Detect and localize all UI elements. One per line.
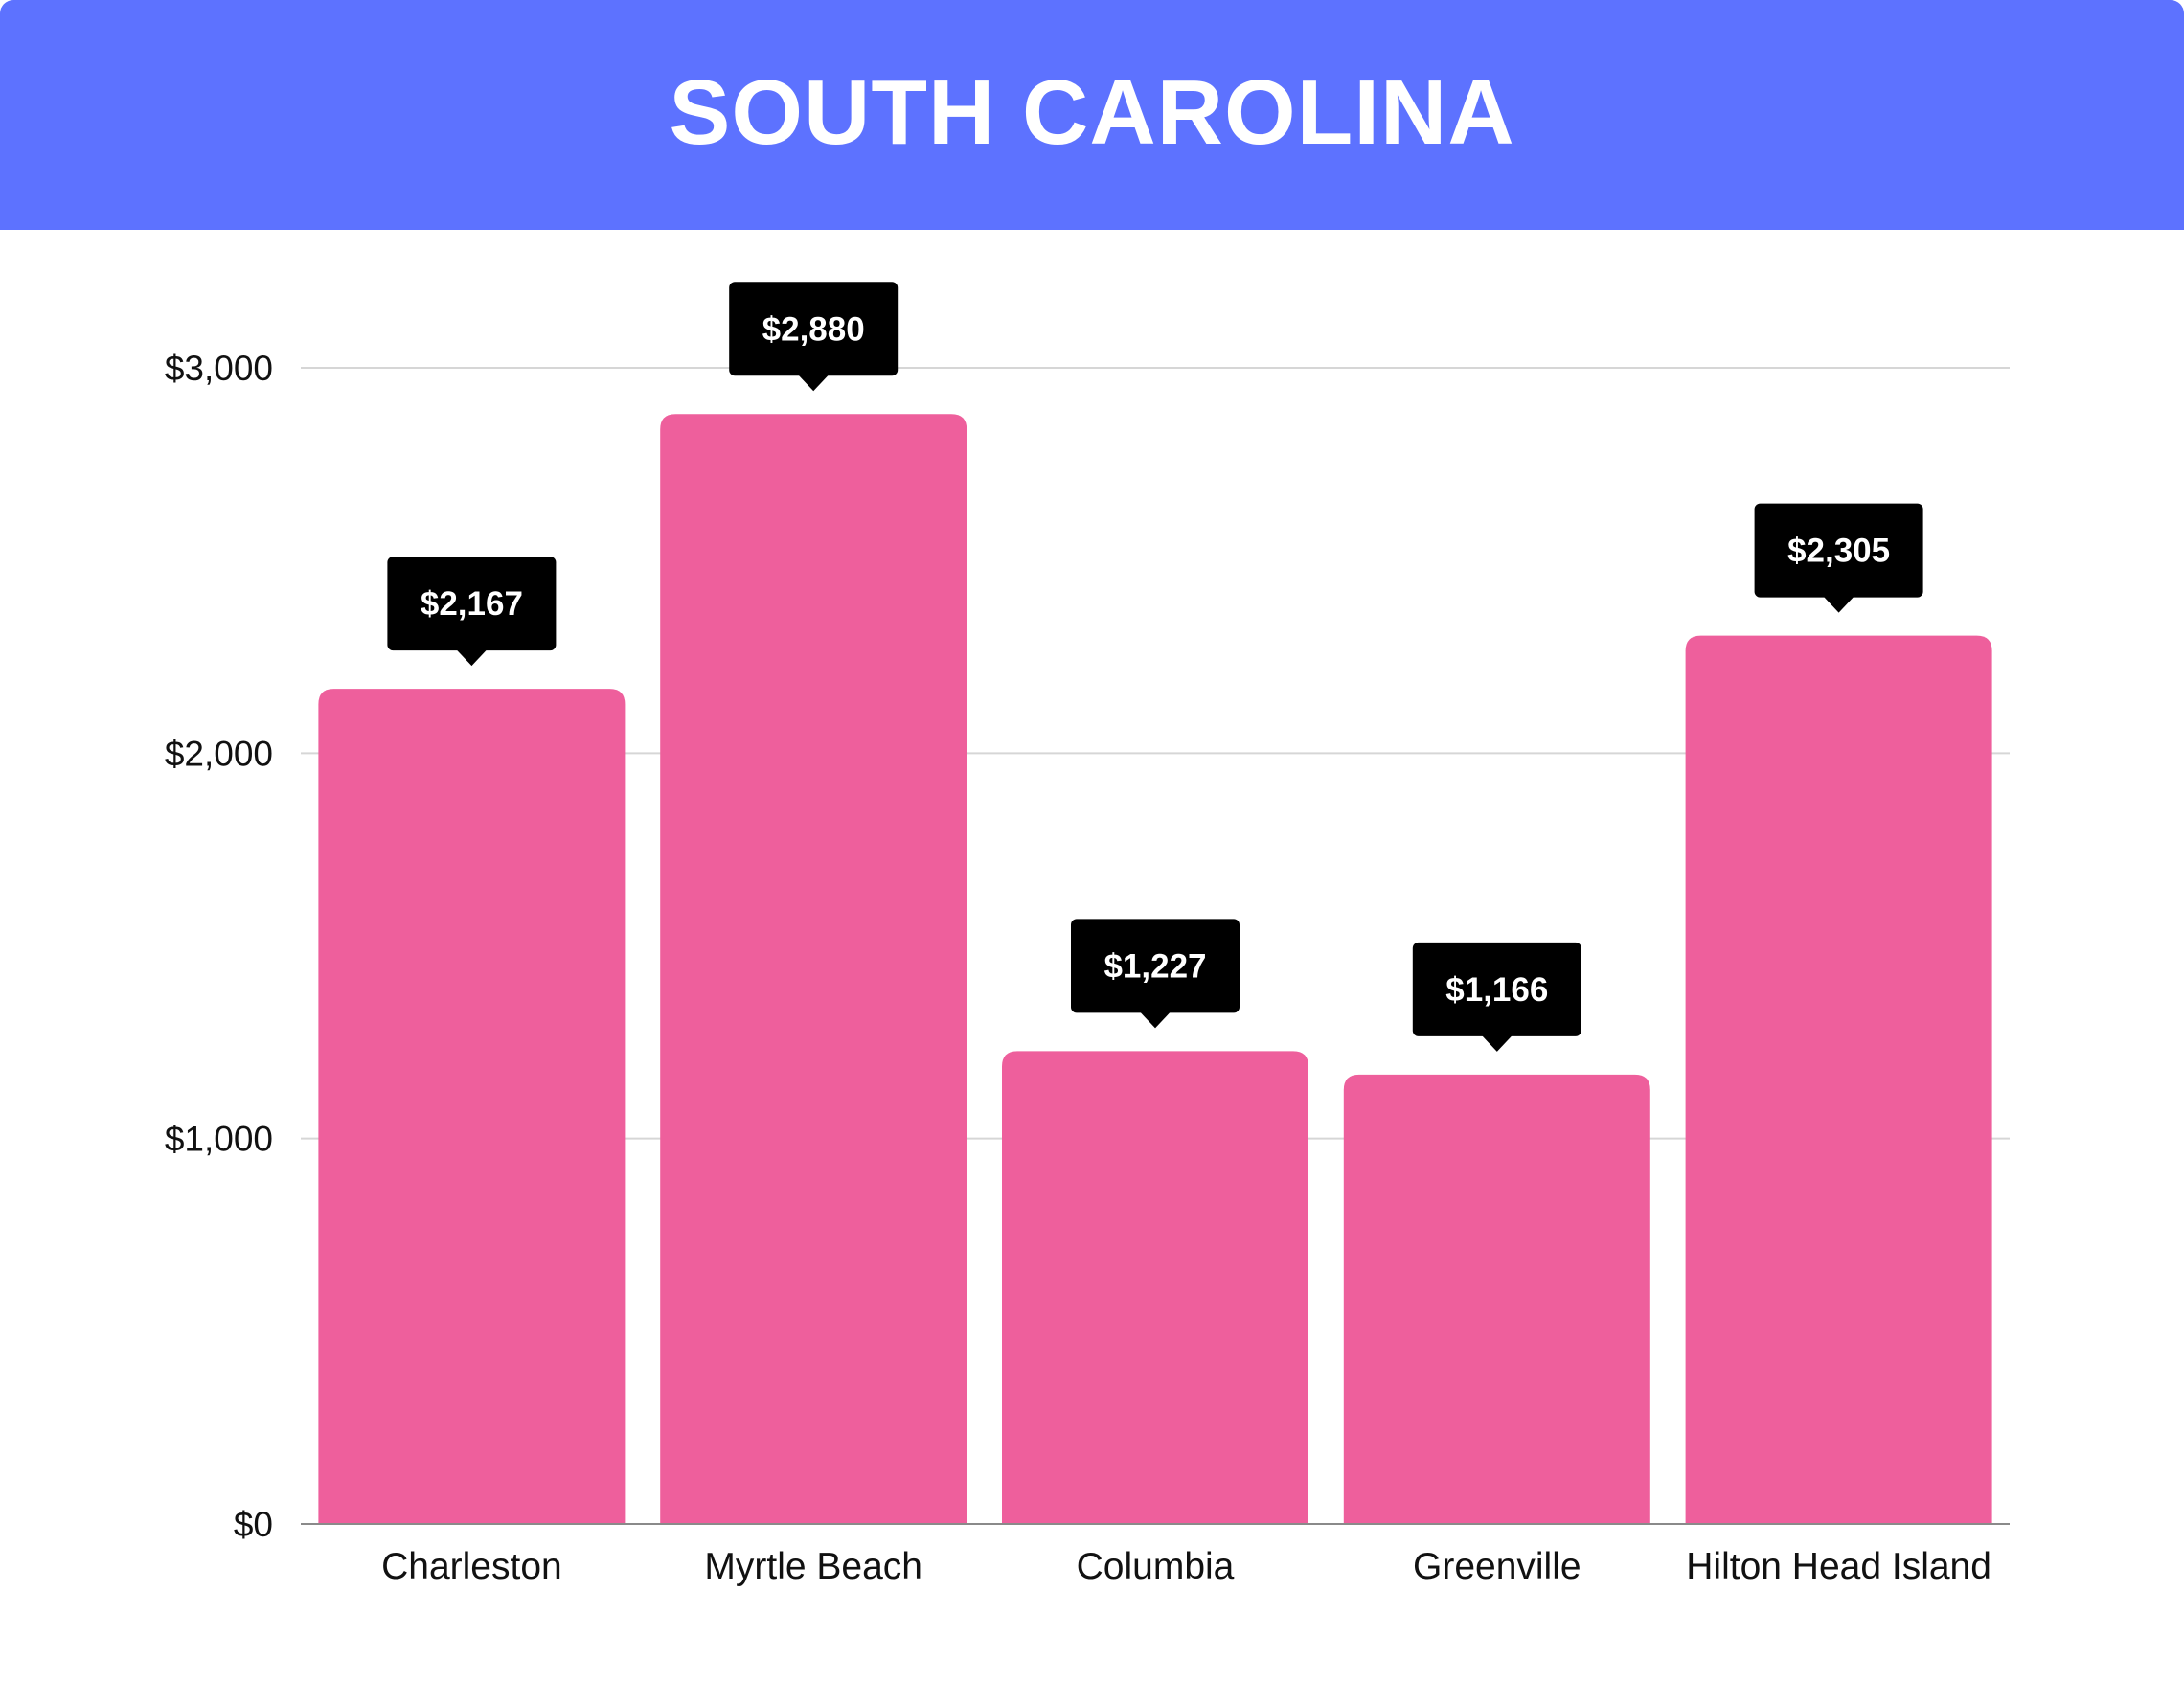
y-axis: $0 $1,000 $2,000 $3,000 — [165, 349, 273, 1544]
data-label-pointer — [1823, 596, 1854, 613]
x-tick-label: Hilton Head Island — [1686, 1546, 1991, 1587]
data-label-box — [387, 557, 557, 651]
data-label-callout: $1,227 — [1071, 919, 1240, 1029]
data-label-callout: $2,305 — [1754, 503, 1923, 613]
data-label-pointer — [1140, 1011, 1171, 1029]
y-tick-label: $2,000 — [165, 734, 273, 773]
chart-title: SOUTH CAROLINA — [669, 61, 1515, 164]
data-label-pointer — [456, 649, 488, 667]
y-tick-label: $1,000 — [165, 1120, 273, 1159]
data-label: $1,166 — [1445, 971, 1548, 1009]
data-labels: $2,167 $2,880 $1,227 $1,166 $2,305 — [387, 282, 1923, 1052]
data-label-callout: $2,167 — [387, 557, 557, 667]
data-label: $1,227 — [1103, 947, 1206, 985]
bar — [1002, 1051, 1308, 1524]
x-tick-label: Greenville — [1413, 1546, 1581, 1587]
data-label-callout: $1,166 — [1412, 942, 1581, 1052]
x-tick-label: Myrtle Beach — [704, 1546, 922, 1587]
bar — [660, 414, 967, 1524]
bar — [1685, 635, 1992, 1524]
data-label: $2,167 — [421, 585, 523, 623]
data-label-callout: $2,880 — [729, 282, 899, 392]
bars — [318, 414, 1992, 1524]
data-label: $2,880 — [762, 310, 865, 348]
x-axis: Charleston Myrtle Beach Columbia Greenville… — [301, 1523, 2010, 1587]
y-tick-label: $3,000 — [165, 349, 273, 388]
x-tick-label: Columbia — [1077, 1546, 1235, 1587]
data-label-pointer — [1481, 1034, 1513, 1052]
bar — [1343, 1074, 1650, 1524]
data-label-box — [729, 282, 899, 376]
x-tick-label: Charleston — [381, 1546, 562, 1587]
data-label-box — [1754, 503, 1923, 598]
data-label-pointer — [798, 375, 830, 392]
data-label-box — [1412, 942, 1581, 1036]
header-banner: SOUTH CAROLINA — [0, 0, 2184, 230]
bar — [318, 689, 626, 1524]
data-label: $2,305 — [1787, 533, 1890, 570]
data-label-box — [1071, 919, 1240, 1013]
y-tick-label: $0 — [234, 1505, 273, 1544]
